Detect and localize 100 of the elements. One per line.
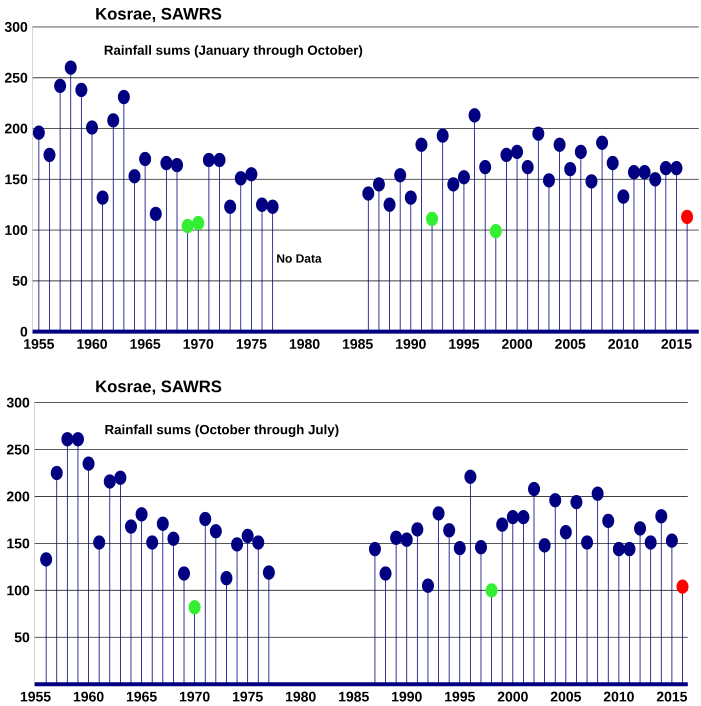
point — [86, 120, 98, 135]
x-tick-label: 2010 — [608, 339, 638, 349]
point — [454, 540, 466, 556]
point — [506, 510, 519, 524]
point — [422, 578, 434, 593]
point — [581, 535, 594, 550]
point — [496, 518, 508, 532]
y-tick-label: 250 — [7, 444, 30, 454]
point — [224, 200, 236, 214]
point — [532, 126, 544, 141]
point — [628, 165, 640, 180]
x-tick-label: 1985 — [339, 692, 369, 702]
x-tick-label: 2015 — [662, 339, 692, 349]
x-tick-label: 2005 — [550, 692, 582, 702]
point — [178, 566, 190, 581]
point — [560, 525, 572, 540]
y-tick-label: 100 — [7, 585, 30, 596]
point — [432, 506, 445, 521]
chart-title: Kosrae, SAWRS — [96, 380, 222, 395]
x-tick-label: 1975 — [236, 339, 267, 349]
point — [666, 533, 678, 548]
x-tick-label: 1955 — [24, 339, 54, 349]
point — [592, 486, 604, 501]
text: Rainfall sums (October through July) — [106, 424, 339, 437]
y-tick-label: 250 — [5, 72, 28, 83]
point — [511, 144, 524, 160]
point — [210, 524, 222, 538]
point — [82, 456, 95, 471]
point — [676, 579, 689, 594]
point — [50, 466, 63, 480]
x-tick-label: 1960 — [74, 692, 104, 702]
y-tick-label: 300 — [4, 22, 28, 32]
point — [40, 552, 52, 567]
point — [118, 90, 130, 104]
x-tick-label: 1985 — [343, 339, 373, 349]
point — [242, 528, 254, 544]
x-tick-label: 2000 — [502, 339, 532, 349]
y-tick-label: 200 — [7, 492, 30, 502]
point — [107, 113, 120, 128]
point — [606, 156, 619, 170]
x-tick-label: 1990 — [396, 339, 426, 349]
point — [634, 521, 646, 536]
point — [670, 160, 683, 176]
point — [400, 532, 413, 547]
point — [136, 507, 148, 522]
point — [369, 542, 382, 556]
point — [602, 514, 614, 528]
point — [171, 158, 184, 172]
point — [373, 177, 386, 192]
point — [93, 535, 106, 550]
point — [443, 523, 456, 538]
point — [549, 493, 562, 508]
point — [44, 148, 56, 162]
point — [458, 170, 470, 184]
point — [649, 172, 662, 186]
x-tick-label: 2005 — [555, 339, 586, 349]
point — [411, 522, 424, 536]
point — [426, 212, 438, 226]
point — [54, 78, 66, 94]
x-tick-label: 1990 — [392, 692, 422, 702]
point — [199, 512, 212, 526]
x-tick-label: 2015 — [656, 692, 688, 702]
point — [681, 210, 694, 224]
x-tick-label: 1980 — [290, 339, 320, 349]
point — [231, 537, 244, 552]
point — [128, 169, 141, 184]
point — [543, 173, 556, 188]
y-tick-label: 300 — [6, 398, 30, 408]
point — [596, 136, 608, 150]
point — [486, 583, 498, 598]
point — [390, 530, 402, 545]
point — [32, 125, 45, 140]
point — [554, 138, 566, 152]
chart-title: Kosrae, SAWRS — [96, 8, 222, 22]
point — [660, 160, 672, 176]
x-tick-label: 2010 — [604, 692, 634, 702]
point — [655, 509, 668, 524]
point — [192, 216, 204, 230]
x-tick-label: 1975 — [233, 692, 263, 702]
point — [436, 128, 449, 143]
y-tick-label: 50 — [12, 276, 28, 286]
point — [150, 206, 162, 221]
point — [570, 494, 583, 510]
x-tick-label: 1980 — [286, 692, 316, 702]
point — [464, 470, 476, 484]
x-tick-label: 1995 — [449, 339, 480, 349]
point — [188, 600, 201, 614]
point — [139, 152, 152, 166]
point — [125, 519, 138, 534]
point — [75, 82, 88, 98]
point — [538, 538, 551, 552]
x-tick-label: 1970 — [180, 692, 210, 702]
point — [468, 108, 481, 122]
point — [490, 224, 502, 238]
point — [168, 532, 180, 546]
point — [114, 470, 126, 485]
point — [638, 165, 651, 180]
point — [96, 190, 109, 205]
point — [644, 535, 657, 550]
point — [612, 542, 625, 556]
